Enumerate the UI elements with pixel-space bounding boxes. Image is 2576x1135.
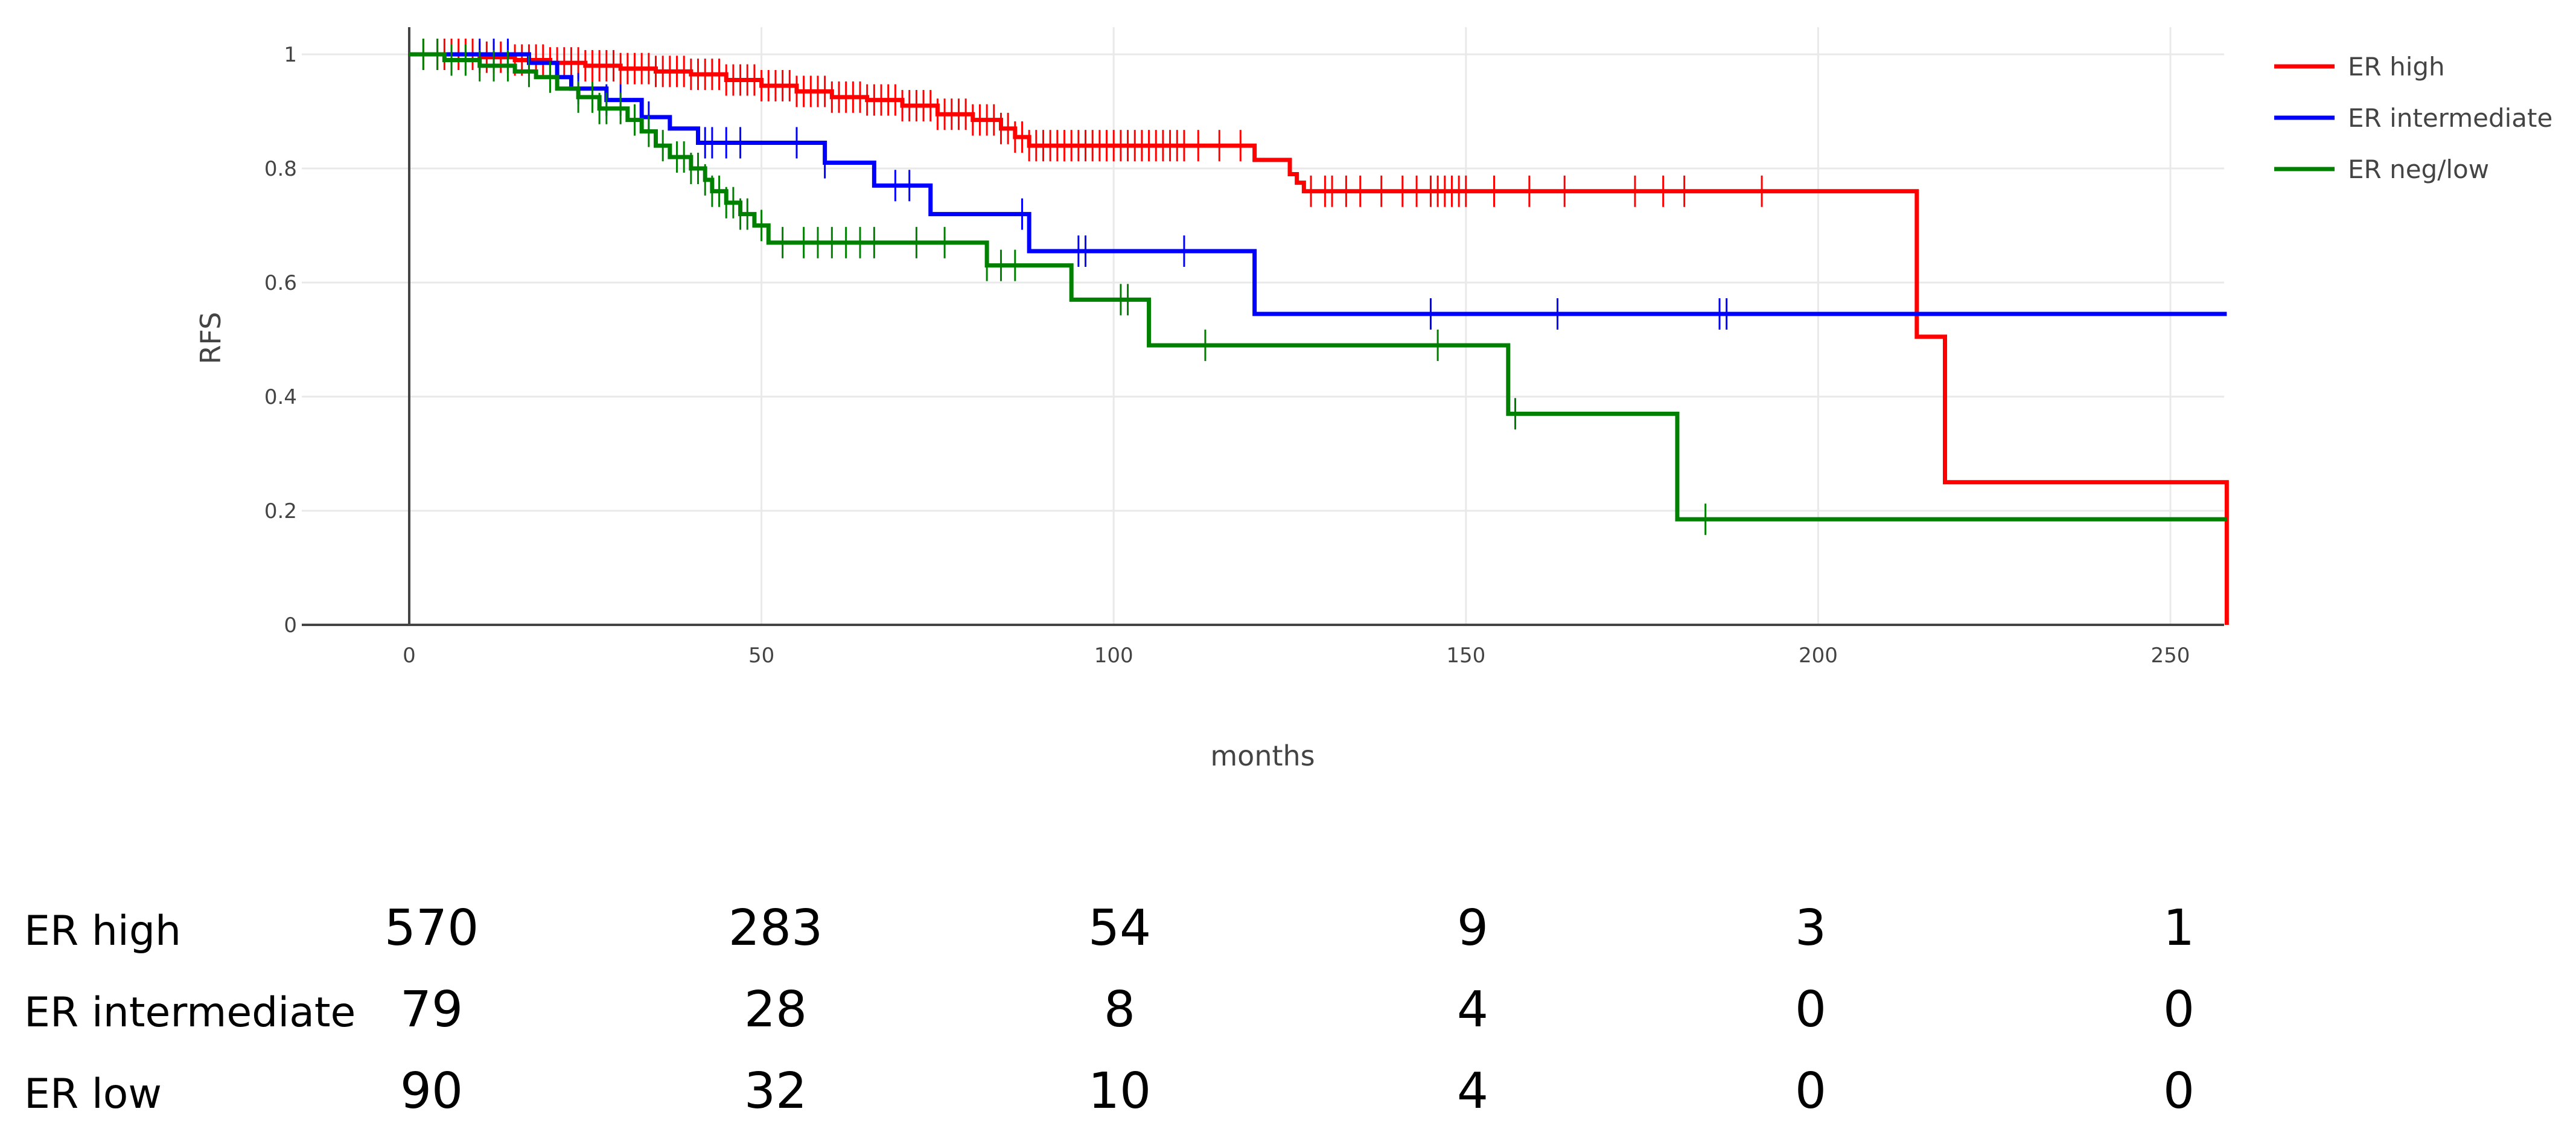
risk-row-er-intermediate: ER intermediate 79 28 8 4 0 0 [24,981,2195,1038]
y-tick-label-0: 0 [284,613,297,638]
risk-count-er-low-t0: 90 [400,1063,463,1120]
risk-count-er-intermediate-t100: 8 [1104,981,1135,1038]
risk-count-er-low-t100: 10 [1088,1063,1151,1120]
curve-er-intermediate [409,52,2227,316]
survival-curves [409,39,2229,625]
risk-table: ER high 570 283 54 9 3 1 ER intermediate 79 28 8 4 0… [24,900,2195,1120]
gridlines [302,27,2224,626]
risk-count-er-high-t50: 283 [728,900,823,957]
risk-count-er-low-t50: 32 [744,1063,807,1120]
risk-count-er-high-t150: 9 [1457,900,1488,957]
axes: 0 50 100 150 200 250 0 0.2 0.4 0.6 0.8 1 months RFS [194,27,2224,772]
y-tick-label-0-4: 0.4 [264,385,297,409]
x-tick-label-200: 200 [1799,644,1838,668]
legend: ER high ER intermediate ER neg/low [2274,52,2552,184]
risk-count-er-high-t100: 54 [1088,900,1151,957]
legend-label-er-high: ER high [2348,52,2445,82]
series-er-neg-low [409,39,2227,536]
risk-count-er-high-t0: 570 [384,900,479,957]
legend-item-er-neg-low: ER neg/low [2274,155,2489,184]
y-tick-label-0-6: 0.6 [264,271,297,295]
x-tick-label-0: 0 [403,644,416,668]
y-tick-label-0-2: 0.2 [264,499,297,523]
legend-item-er-intermediate: ER intermediate [2274,103,2552,133]
series-er-intermediate [409,39,2227,330]
legend-item-er-high: ER high [2274,52,2445,82]
risk-count-er-low-t200: 0 [1795,1063,1826,1120]
risk-count-er-intermediate-t50: 28 [744,981,807,1038]
legend-label-er-neg-low: ER neg/low [2348,155,2489,184]
risk-row-label-er-high: ER high [24,907,181,955]
risk-row-label-er-low: ER low [24,1070,162,1118]
risk-count-er-intermediate-t250: 0 [2163,981,2195,1038]
x-tick-label-100: 100 [1094,644,1133,668]
y-tick-label-0-8: 0.8 [264,157,297,181]
curve-er-high [409,52,2229,625]
x-tick-label-50: 50 [748,644,774,668]
risk-count-er-intermediate-t0: 79 [400,981,463,1038]
risk-count-er-high-t250: 1 [2163,900,2195,957]
x-tick-label-150: 150 [1446,644,1485,668]
x-tick-label-250: 250 [2151,644,2190,668]
risk-count-er-low-t150: 4 [1457,1063,1488,1120]
risk-row-label-er-intermediate: ER intermediate [24,989,355,1037]
risk-row-er-high: ER high 570 283 54 9 3 1 [24,900,2195,957]
x-axis-title: months [1210,740,1315,772]
risk-count-er-low-t250: 0 [2163,1063,2195,1120]
y-tick-label-1: 1 [284,43,297,67]
curve-er-neg-low [409,52,2227,522]
risk-count-er-high-t200: 3 [1795,900,1826,957]
y-axis-title: RFS [194,312,227,365]
risk-count-er-intermediate-t200: 0 [1795,981,1826,1038]
risk-count-er-intermediate-t150: 4 [1457,981,1488,1038]
legend-label-er-intermediate: ER intermediate [2348,103,2552,133]
risk-row-er-low: ER low 90 32 10 4 0 0 [24,1063,2195,1120]
